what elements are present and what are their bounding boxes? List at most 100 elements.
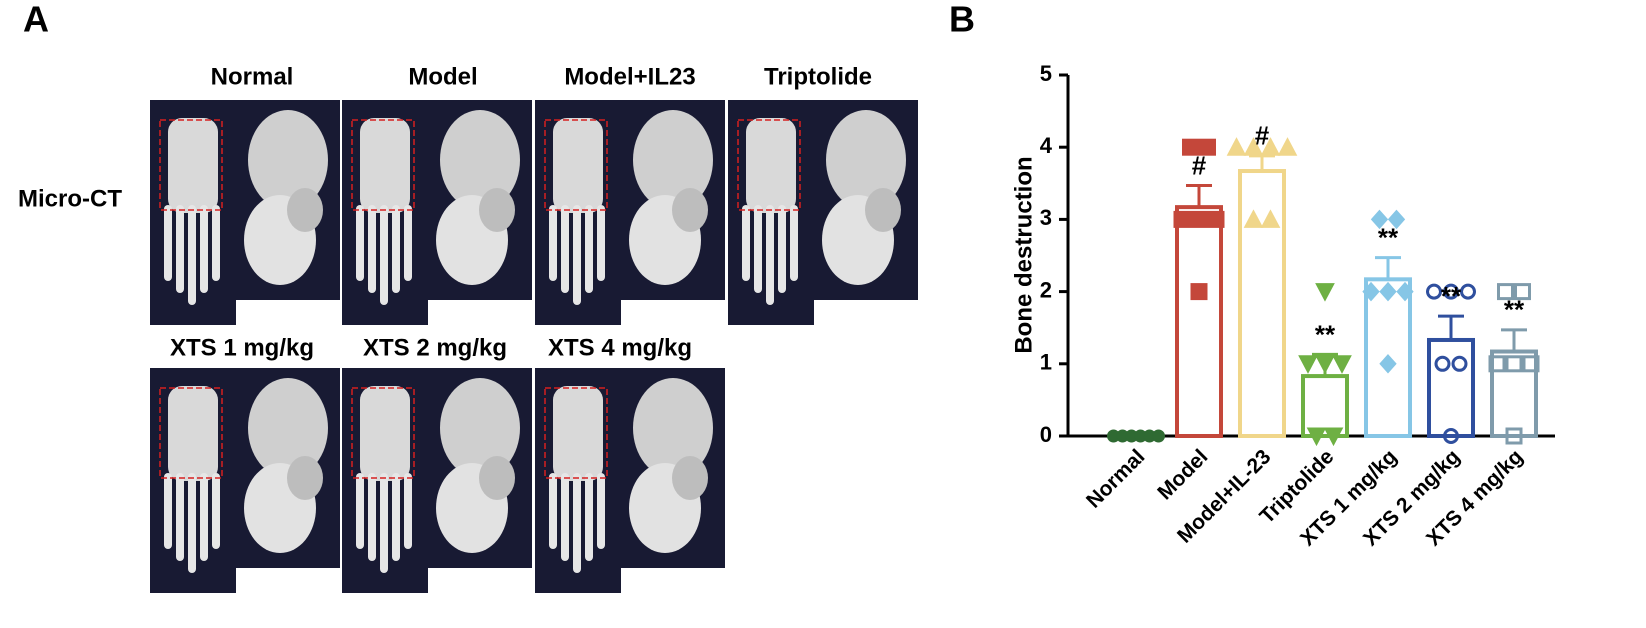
column-label: Normal [211, 63, 294, 90]
data-point [1434, 355, 1451, 372]
column-label: XTS 1 mg/kg [170, 334, 314, 361]
data-point [1426, 283, 1442, 300]
error-bar [1186, 183, 1212, 208]
bone [440, 110, 520, 210]
column-label: Triptolide [764, 63, 872, 90]
bone [176, 205, 184, 293]
data-point [1379, 281, 1397, 302]
bone [248, 110, 328, 210]
data-point [1243, 137, 1264, 156]
column-label: XTS 2 mg/kg [363, 334, 507, 361]
bone [360, 386, 410, 481]
bone [404, 205, 412, 281]
data-point [1199, 138, 1216, 156]
y-tick-label: 4 [1040, 133, 1053, 158]
significance-label: # [1192, 150, 1207, 180]
bone [597, 205, 605, 281]
significance-label: ** [1441, 281, 1462, 311]
bone [368, 205, 376, 293]
roi-box [737, 119, 801, 211]
data-point [1323, 427, 1344, 447]
bone [380, 473, 388, 573]
data-point [1488, 355, 1506, 373]
data-point [1190, 283, 1208, 301]
bone [356, 473, 364, 549]
data-point [1207, 210, 1225, 228]
bone [176, 473, 184, 561]
bone [585, 473, 593, 561]
significance-label: ** [1378, 223, 1399, 253]
bone [553, 386, 603, 481]
y-tick-label: 0 [1040, 422, 1052, 447]
roi-box [544, 119, 608, 211]
bone [200, 205, 208, 293]
error-bar [1438, 314, 1464, 340]
data-point [1332, 355, 1352, 374]
roi-box [351, 119, 415, 211]
data-point [1362, 281, 1380, 302]
bone [561, 205, 569, 293]
x-tick-label: Normal [1082, 445, 1149, 512]
data-point [1451, 355, 1468, 372]
error-bar [1375, 256, 1401, 280]
data-point [1443, 428, 1459, 444]
bone [742, 205, 750, 281]
bone [404, 473, 412, 549]
significance-label: # [1255, 121, 1270, 151]
bone [368, 473, 376, 561]
micro-ct-image [150, 368, 340, 593]
data-point [1226, 137, 1247, 156]
y-tick-label: 3 [1040, 205, 1052, 230]
bone [188, 205, 196, 305]
data-point [1379, 354, 1397, 374]
bone [287, 188, 323, 232]
y-tick-label: 2 [1040, 277, 1052, 302]
bone [826, 110, 906, 210]
micro-ct-image [342, 368, 532, 593]
data-point [1243, 209, 1264, 228]
bone [188, 473, 196, 573]
bone [356, 205, 364, 281]
bone [392, 205, 400, 293]
bone [200, 473, 208, 561]
bar [1427, 337, 1475, 438]
data-point [1443, 283, 1459, 300]
bone [633, 378, 713, 478]
error-bar [1249, 154, 1275, 172]
bone [168, 386, 218, 481]
bone [380, 205, 388, 305]
bone [212, 205, 220, 281]
y-axis-label: Bone destruction [1010, 156, 1037, 353]
bone [553, 118, 603, 213]
data-point [1190, 210, 1208, 228]
y-tick-label: 5 [1040, 61, 1052, 86]
roi-box [159, 119, 223, 211]
bone [248, 378, 328, 478]
bone [790, 205, 798, 281]
micro-ct-image [535, 368, 725, 593]
roi-box [351, 387, 415, 479]
column-label: Model+IL23 [564, 63, 695, 90]
bone [672, 456, 708, 500]
data-point [1315, 283, 1335, 302]
bone [754, 205, 762, 293]
bone [392, 473, 400, 561]
data-point [1260, 209, 1281, 228]
bone [597, 473, 605, 549]
data-point [1505, 355, 1523, 373]
column-label: Model [408, 63, 477, 90]
bone [168, 118, 218, 213]
bone [585, 205, 593, 293]
bone [479, 456, 515, 500]
data-point [1396, 281, 1414, 302]
data-point [1173, 210, 1191, 228]
roi-box [159, 387, 223, 479]
roi-box [544, 387, 608, 479]
data-point [1182, 138, 1199, 156]
panel-label: B [949, 0, 975, 40]
bar [1490, 349, 1538, 438]
bar [1175, 205, 1223, 438]
bone [164, 205, 172, 281]
data-point [1460, 283, 1476, 300]
